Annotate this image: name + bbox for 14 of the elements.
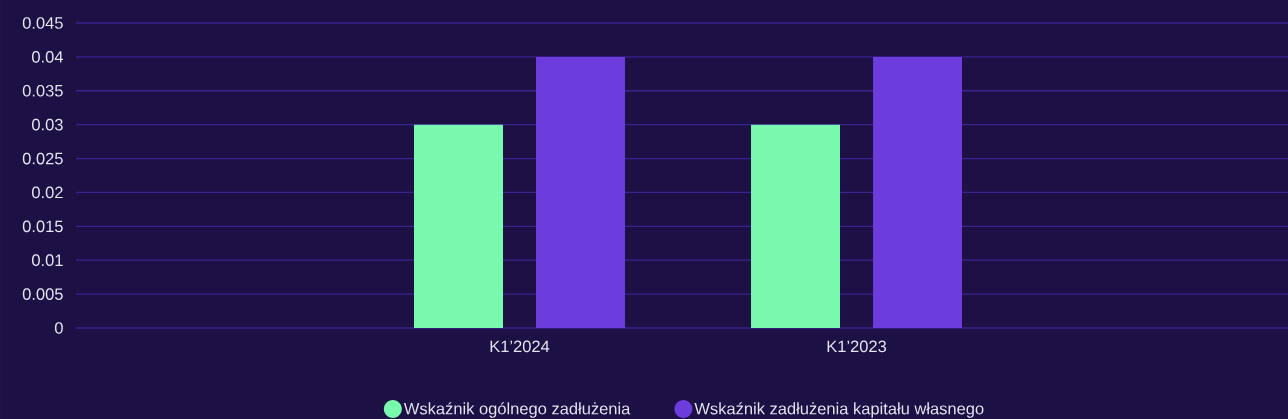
y-tick-label: 0.045 xyxy=(22,17,63,29)
x-tick-label: K1’2024 xyxy=(490,340,550,353)
legend-label: Wskaźnik ogólnego zadłużenia xyxy=(403,402,631,418)
y-tick-label: 0.04 xyxy=(32,51,63,63)
y-tick-label: 0.005 xyxy=(22,288,63,300)
y-tick-label: 0.035 xyxy=(22,84,63,97)
y-tick-label: 0 xyxy=(54,322,63,334)
y-tick-label: 0.015 xyxy=(22,220,63,233)
legend-label: Wskaźnik zadłużenia kapitału własnego xyxy=(694,402,984,418)
x-tick-label: K1’2023 xyxy=(827,340,887,353)
y-tick-label: 0.03 xyxy=(32,118,63,131)
y-tick-label: 0.02 xyxy=(32,186,63,199)
y-tick-label: 0.025 xyxy=(22,152,63,165)
y-tick-label: 0.01 xyxy=(32,254,63,267)
